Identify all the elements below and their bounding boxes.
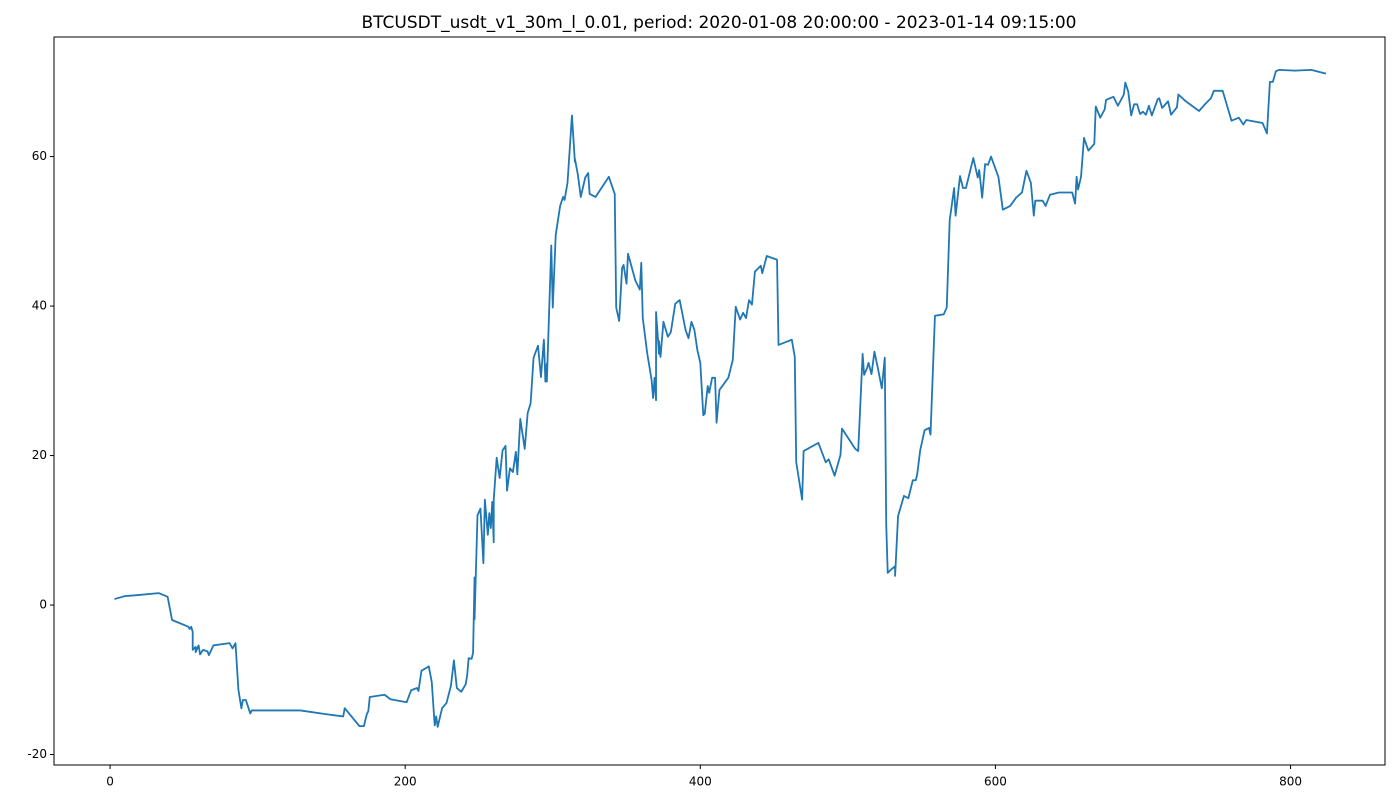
y-tick-label: 60 bbox=[32, 149, 47, 163]
y-tick-label: 0 bbox=[39, 598, 47, 612]
data-line bbox=[114, 68, 1327, 728]
x-tick-label: 200 bbox=[394, 775, 417, 789]
x-tick-label: 600 bbox=[984, 775, 1007, 789]
x-tick-label: 400 bbox=[689, 775, 712, 789]
x-tick-label: 800 bbox=[1279, 775, 1302, 789]
y-tick-label: 40 bbox=[32, 299, 47, 313]
y-tick-label: 20 bbox=[32, 448, 47, 462]
y-tick-label: -20 bbox=[27, 747, 47, 761]
plot-frame bbox=[53, 36, 1386, 766]
chart-title: BTCUSDT_usdt_v1_30m_l_0.01, period: 2020… bbox=[362, 13, 1077, 33]
x-tick-label: 0 bbox=[106, 775, 114, 789]
